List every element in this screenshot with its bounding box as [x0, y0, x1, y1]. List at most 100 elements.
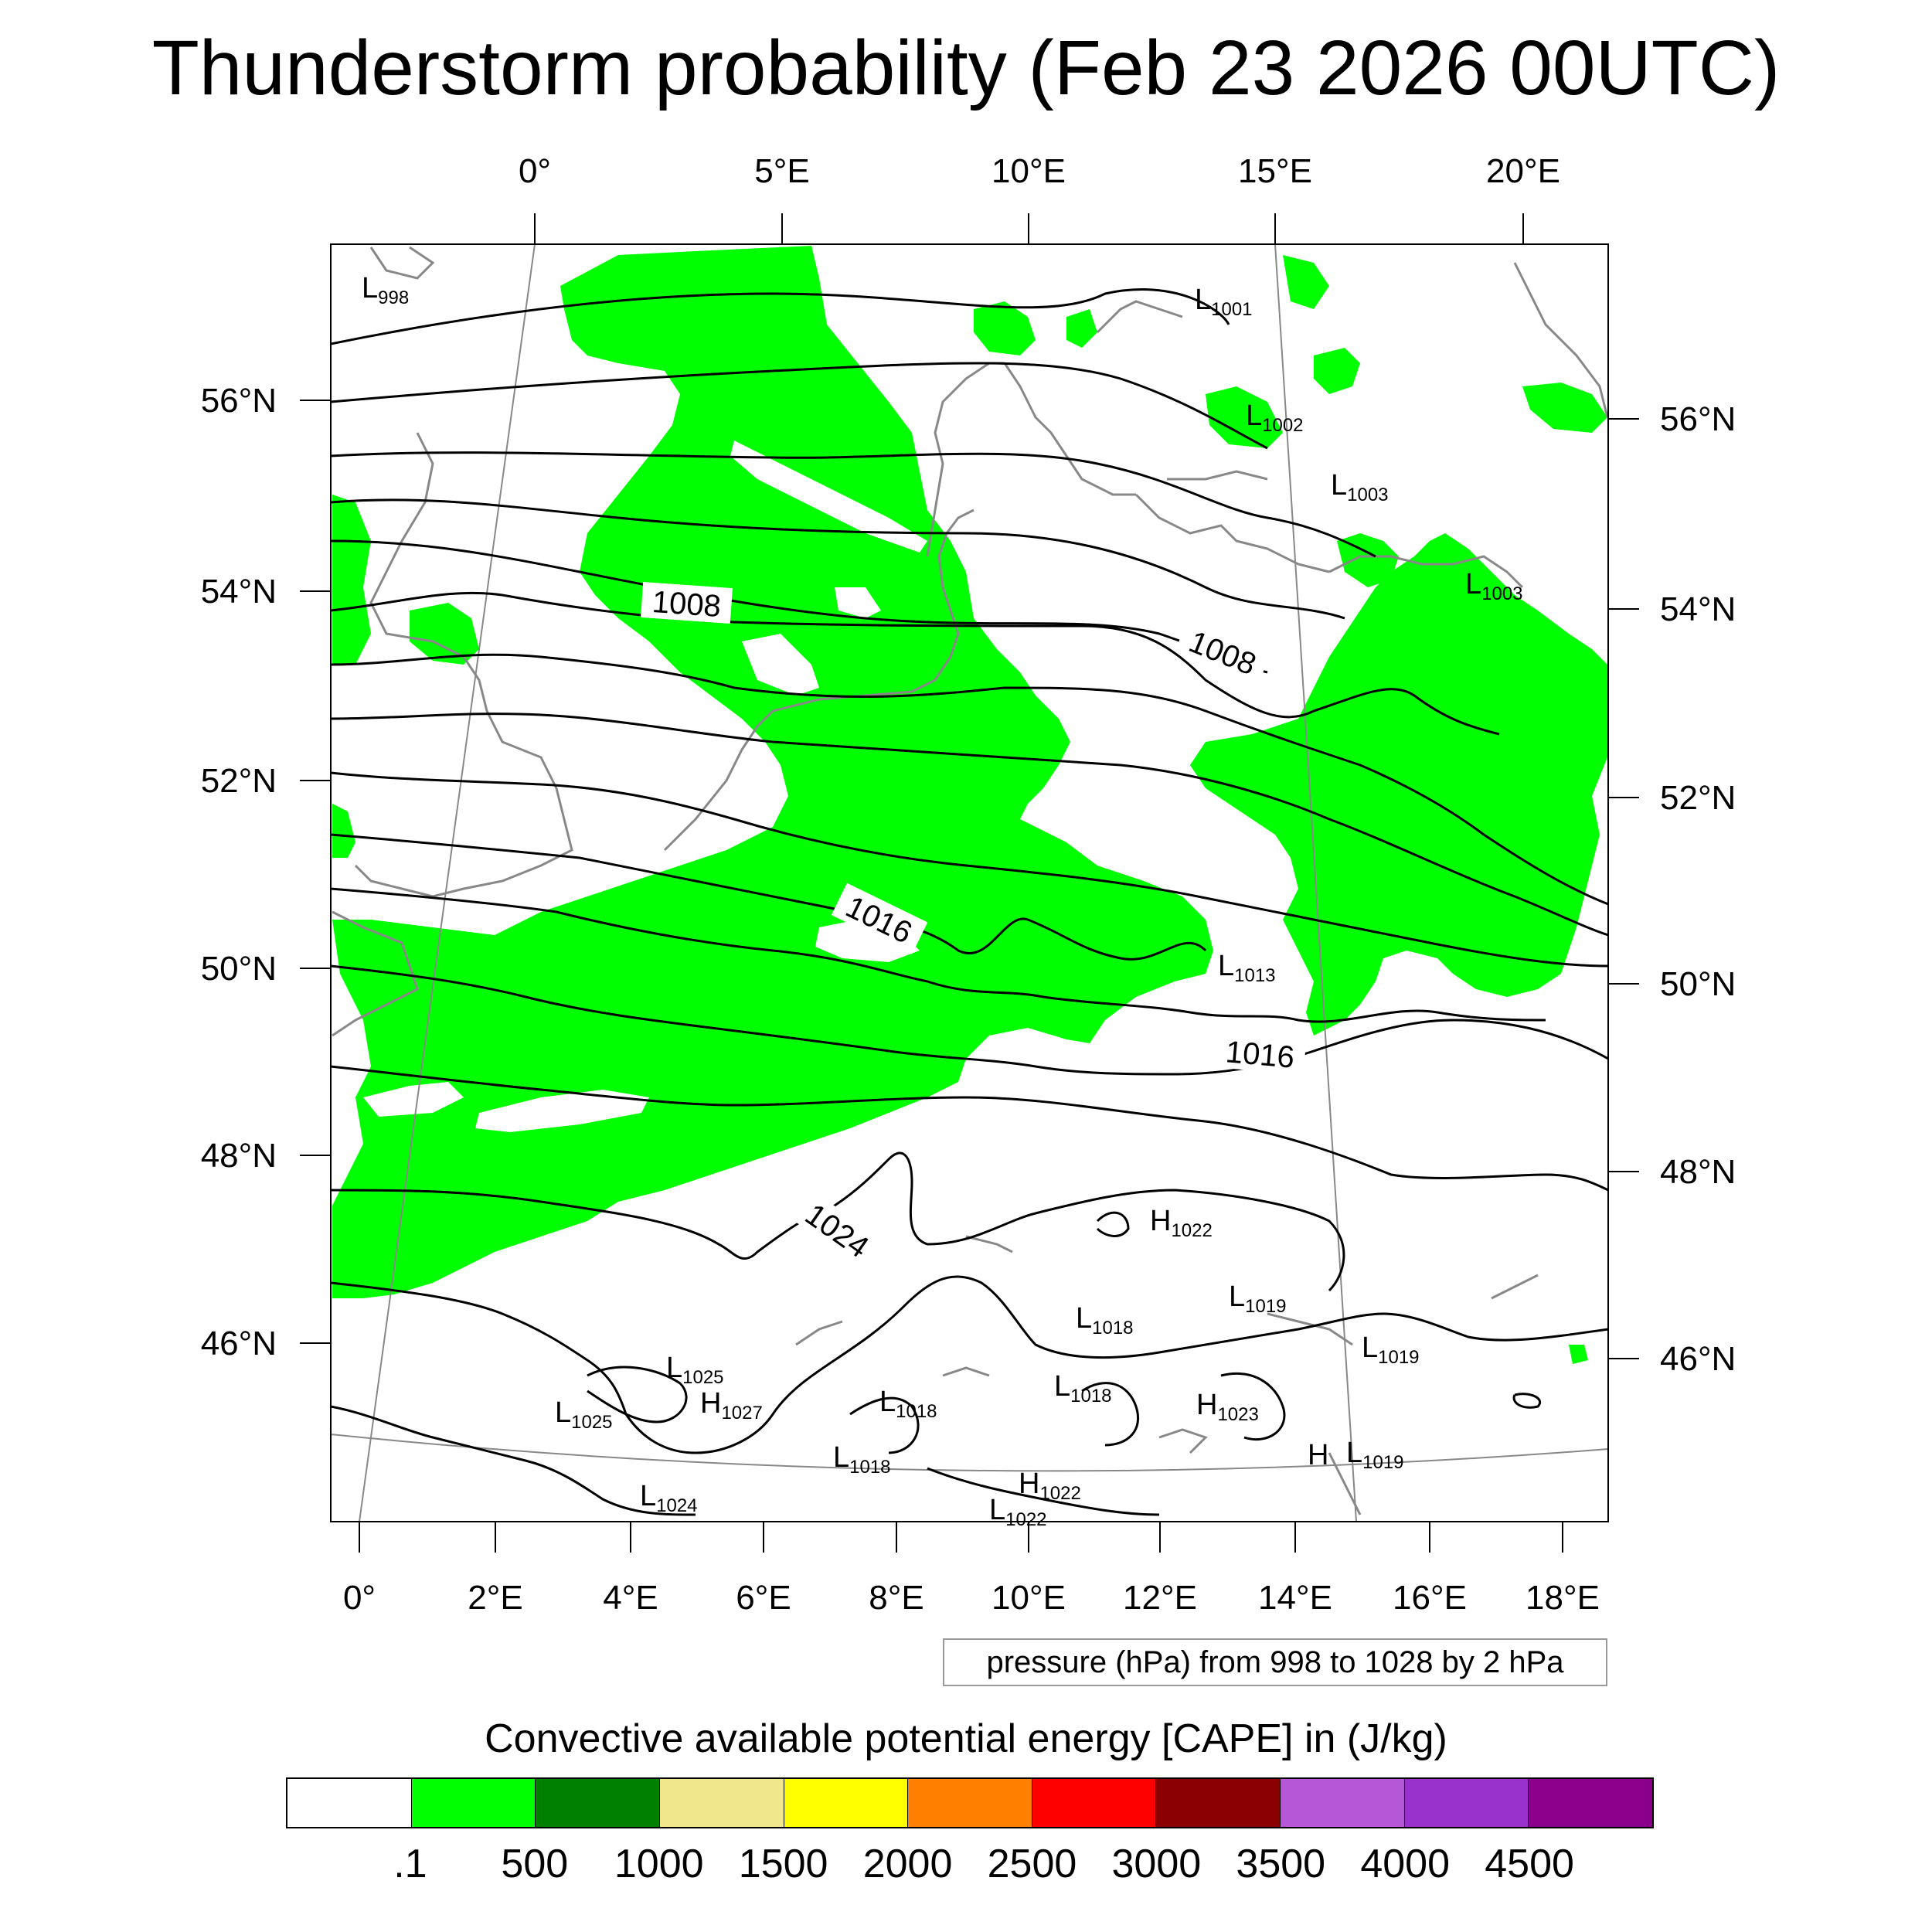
right-lat-label: 48°N [1660, 1153, 1736, 1191]
top-lon-label: 15°E [1238, 152, 1312, 190]
pressure-center: H [1308, 1439, 1328, 1471]
colorbar-label: 2000 [862, 1842, 953, 1886]
pressure-center: H1022 [1019, 1468, 1081, 1504]
pressure-center: L998 [362, 272, 409, 308]
pressure-center: L1024 [640, 1480, 698, 1516]
bottom-lon-label: 6°E [736, 1579, 791, 1617]
top-lon-label: 0° [519, 152, 551, 190]
colorbar-cell [1529, 1779, 1653, 1827]
map-frame [330, 243, 1609, 1522]
pressure-center: L1002 [1246, 400, 1304, 436]
pressure-center: L1003 [1465, 568, 1523, 604]
colorbar-cell [1281, 1779, 1405, 1827]
colorbar-cell [1032, 1779, 1157, 1827]
colorbar-labels: .1 500 1000 1500 2000 2500 3000 3500 400… [286, 1839, 1654, 1893]
pressure-center: L1018 [1054, 1370, 1112, 1406]
bottom-lon-label: 18°E [1526, 1579, 1600, 1617]
colorbar-cell [784, 1779, 909, 1827]
pressure-center: L1001 [1195, 284, 1253, 320]
top-lon-label: 20°E [1486, 152, 1560, 190]
pressure-center: L1018 [833, 1441, 891, 1478]
cape-north-patch-1 [974, 301, 1036, 355]
contour-label: 1016 [1224, 1035, 1295, 1075]
pressure-center: L1022 [989, 1494, 1047, 1530]
contour-label: 1008 [651, 585, 722, 624]
pressure-center: H1022 [1150, 1205, 1213, 1241]
bottom-longitude-labels: 0° 2°E 4°E 6°E 8°E 10°E 12°E 14°E 16°E 1… [343, 1579, 1600, 1617]
bottom-lon-label: 2°E [468, 1579, 522, 1617]
colorbar-cell [536, 1779, 660, 1827]
bottom-lon-label: 0° [343, 1579, 376, 1617]
left-latitude-labels: 56°N 54°N 52°N 50°N 48°N 46°N [201, 382, 277, 1362]
bottom-lon-label: 8°E [869, 1579, 923, 1617]
colorbar-label: 500 [501, 1842, 569, 1886]
pressure-center: L1025 [555, 1396, 613, 1433]
left-lat-label: 46°N [201, 1325, 277, 1362]
right-lat-label: 50°N [1660, 965, 1736, 1003]
colorbar-cell [411, 1779, 536, 1827]
colorbar [286, 1777, 1654, 1828]
colorbar-label: 2500 [987, 1842, 1077, 1886]
top-lon-label: 10°E [992, 152, 1066, 190]
left-lat-label: 50°N [201, 950, 277, 988]
pressure-center: L1025 [666, 1352, 724, 1388]
cape-east-upper [1337, 533, 1399, 587]
cape-north-patch-4 [1206, 386, 1283, 448]
graticule [331, 244, 1608, 1522]
pressure-center: L1018 [1076, 1302, 1134, 1338]
pressure-center: H1027 [700, 1387, 763, 1423]
colorbar-cell [1156, 1779, 1281, 1827]
cape-north-patch-5 [1314, 348, 1360, 394]
colorbar-title: Convective available potential energy [C… [485, 1716, 1447, 1761]
colorbar-cell [659, 1779, 784, 1827]
left-lat-label: 56°N [201, 382, 277, 420]
tick-marks [300, 213, 1639, 1553]
bottom-lon-label: 4°E [603, 1579, 658, 1617]
colorbar-label: 3000 [1111, 1842, 1202, 1886]
cape-area [332, 246, 1607, 1364]
cape-north-patch-3 [1283, 255, 1329, 309]
left-lat-label: 54°N [201, 573, 277, 611]
right-lat-label: 54°N [1660, 590, 1736, 628]
pressure-center: L1013 [1218, 950, 1276, 986]
bottom-lon-label: 14°E [1258, 1579, 1332, 1617]
colorbar-label: 1000 [614, 1842, 704, 1886]
right-lat-label: 56°N [1660, 400, 1736, 438]
colorbar-label: 4500 [1485, 1842, 1574, 1886]
colorbar-label: 4000 [1360, 1842, 1451, 1886]
cape-northeast-patch [1522, 383, 1607, 433]
pressure-centers: L998 L1001 L1002 L1003 L1003 L1013 H1022… [362, 272, 1523, 1530]
top-lon-label: 5°E [754, 152, 809, 190]
left-lat-label: 52°N [201, 762, 277, 800]
colorbar-label: 1500 [738, 1842, 828, 1886]
cape-north-patch-2 [1066, 309, 1097, 348]
pressure-center: H1023 [1196, 1389, 1259, 1425]
pressure-info-box: pressure (hPa) from 998 to 1028 by 2 hPa [943, 1638, 1607, 1686]
cape-uk-patch [410, 603, 479, 665]
pressure-center: L1003 [1331, 469, 1389, 505]
colorbar-cell [908, 1779, 1032, 1827]
right-latitude-labels: 56°N 54°N 52°N 50°N 48°N 46°N [1660, 400, 1736, 1378]
pressure-center: L1019 [1229, 1281, 1287, 1317]
colorbar-cell [1404, 1779, 1529, 1827]
colorbar-label: .1 [393, 1842, 427, 1886]
pressure-center: L1018 [879, 1386, 937, 1422]
bottom-lon-label: 10°E [992, 1579, 1066, 1617]
cape-left-mid [332, 804, 355, 858]
cape-small-patch-1 [1569, 1345, 1588, 1364]
bottom-lon-label: 16°E [1393, 1579, 1467, 1617]
left-lat-label: 48°N [201, 1137, 277, 1175]
cape-east-band [1190, 533, 1607, 1036]
top-longitude-labels: 0° 5°E 10°E 15°E 20°E [519, 152, 1560, 190]
colorbar-label: 3500 [1236, 1842, 1326, 1886]
cape-main-band [332, 246, 1213, 1298]
pressure-center: L1019 [1346, 1437, 1404, 1473]
coastlines [332, 246, 1608, 1515]
cape-left-edge [332, 495, 371, 665]
pressure-center: L1019 [1362, 1332, 1420, 1368]
right-lat-label: 52°N [1660, 779, 1736, 817]
bottom-lon-label: 12°E [1123, 1579, 1197, 1617]
colorbar-cell [287, 1779, 412, 1827]
chart-title: Thunderstorm probability (Feb 23 2026 00… [151, 25, 1781, 111]
